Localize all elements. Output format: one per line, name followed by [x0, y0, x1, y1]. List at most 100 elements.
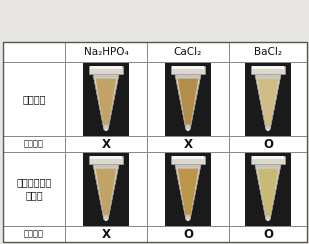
Bar — [147, 42, 229, 62]
Bar — [3, 62, 65, 136]
Text: Na₂HPO₄: Na₂HPO₄ — [84, 47, 128, 57]
Bar — [90, 66, 122, 69]
Polygon shape — [96, 169, 116, 215]
Polygon shape — [175, 74, 201, 128]
Polygon shape — [175, 74, 201, 77]
Bar — [147, 152, 229, 226]
Bar — [245, 153, 291, 225]
Text: O: O — [183, 227, 193, 241]
Bar — [147, 226, 229, 242]
Bar — [147, 62, 229, 136]
Bar — [3, 136, 65, 152]
Ellipse shape — [267, 128, 269, 131]
Bar — [65, 42, 147, 62]
Ellipse shape — [105, 218, 107, 221]
Bar — [83, 153, 129, 225]
Ellipse shape — [185, 125, 191, 131]
Text: 글리코사미노
글리칸: 글리코사미노 글리칸 — [16, 177, 52, 201]
Bar — [147, 62, 229, 136]
Ellipse shape — [187, 218, 189, 221]
Bar — [65, 226, 147, 242]
Ellipse shape — [103, 125, 109, 131]
Polygon shape — [89, 156, 123, 164]
Bar — [3, 152, 65, 226]
Bar — [3, 226, 65, 242]
Bar — [3, 42, 307, 242]
Bar — [65, 42, 147, 62]
Bar — [3, 42, 65, 62]
Bar — [65, 136, 147, 152]
Text: 침전여부: 침전여부 — [24, 230, 44, 238]
Bar — [90, 156, 122, 159]
Polygon shape — [258, 169, 278, 215]
Bar — [83, 63, 129, 136]
Polygon shape — [251, 156, 285, 164]
Polygon shape — [255, 164, 281, 218]
Ellipse shape — [265, 215, 271, 221]
Bar — [229, 62, 307, 136]
Polygon shape — [251, 66, 285, 74]
Polygon shape — [255, 74, 281, 128]
Bar — [165, 63, 211, 136]
Bar — [165, 153, 211, 225]
Polygon shape — [175, 164, 201, 167]
Polygon shape — [255, 164, 281, 167]
Bar — [3, 152, 65, 226]
Bar — [229, 62, 307, 136]
Ellipse shape — [267, 218, 269, 221]
Bar — [3, 42, 65, 62]
Polygon shape — [93, 74, 119, 128]
Bar — [245, 63, 291, 136]
Bar — [3, 226, 65, 242]
Bar — [65, 152, 147, 226]
Polygon shape — [178, 169, 198, 215]
Text: X: X — [101, 227, 111, 241]
Bar — [65, 136, 147, 152]
Bar — [147, 226, 229, 242]
Bar — [172, 66, 204, 69]
Polygon shape — [93, 74, 119, 77]
Polygon shape — [255, 74, 281, 77]
Text: CaCl₂: CaCl₂ — [174, 47, 202, 57]
Polygon shape — [178, 79, 198, 125]
Bar — [3, 136, 65, 152]
Polygon shape — [96, 79, 116, 125]
Text: 후코이단: 후코이단 — [22, 94, 46, 104]
Text: BaCl₂: BaCl₂ — [254, 47, 282, 57]
Bar — [229, 152, 307, 226]
Polygon shape — [175, 164, 201, 218]
Text: O: O — [263, 227, 273, 241]
Text: O: O — [263, 138, 273, 151]
Bar — [147, 136, 229, 152]
Bar — [147, 152, 229, 226]
Text: X: X — [101, 138, 111, 151]
Polygon shape — [171, 156, 205, 164]
Polygon shape — [171, 66, 205, 74]
Ellipse shape — [103, 215, 109, 221]
Bar — [229, 136, 307, 152]
Bar — [3, 62, 65, 136]
Polygon shape — [93, 164, 119, 218]
Polygon shape — [93, 164, 119, 167]
Bar — [229, 42, 307, 62]
Text: 침전여부: 침전여부 — [24, 140, 44, 149]
Bar — [229, 42, 307, 62]
Bar — [229, 136, 307, 152]
Ellipse shape — [265, 125, 271, 131]
Bar — [229, 226, 307, 242]
Ellipse shape — [187, 128, 189, 131]
Bar — [172, 156, 204, 159]
Bar — [65, 226, 147, 242]
Polygon shape — [258, 79, 278, 125]
Bar — [229, 226, 307, 242]
Polygon shape — [89, 66, 123, 74]
Bar — [229, 152, 307, 226]
Bar — [252, 66, 284, 69]
Ellipse shape — [185, 215, 191, 221]
Text: X: X — [184, 138, 193, 151]
Bar — [65, 152, 147, 226]
Bar — [147, 136, 229, 152]
Ellipse shape — [105, 128, 107, 131]
Bar — [147, 42, 229, 62]
Bar — [252, 156, 284, 159]
